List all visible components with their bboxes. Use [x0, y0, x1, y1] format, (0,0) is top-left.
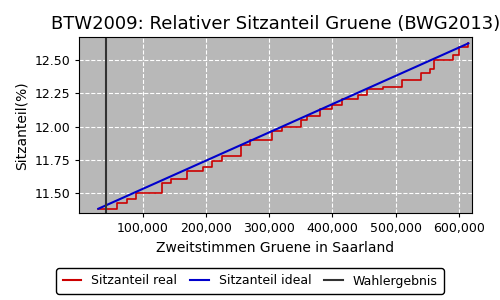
Sitzanteil real [124, 197, 130, 200]
Sitzanteil real [209, 160, 215, 163]
Sitzanteil real [298, 118, 304, 122]
Sitzanteil real [304, 114, 310, 118]
Sitzanteil real [466, 41, 471, 44]
Sitzanteil real [330, 103, 336, 107]
Sitzanteil real [247, 138, 253, 142]
Title: BTW2009: Relativer Sitzanteil Gruene (BWG2013): BTW2009: Relativer Sitzanteil Gruene (BW… [51, 15, 500, 33]
Sitzanteil real [96, 208, 102, 211]
Sitzanteil real [380, 85, 386, 88]
Sitzanteil real [158, 181, 164, 184]
Sitzanteil real [218, 154, 224, 158]
Sitzanteil real [456, 45, 462, 49]
Sitzanteil real [200, 165, 205, 169]
Sitzanteil real [364, 88, 370, 91]
Sitzanteil real [354, 93, 360, 97]
Sitzanteil real [184, 169, 190, 172]
Sitzanteil real [428, 68, 434, 71]
Y-axis label: Sitzanteil(%): Sitzanteil(%) [15, 81, 29, 170]
Sitzanteil real [316, 108, 322, 111]
Sitzanteil real [279, 125, 285, 128]
Sitzanteil real [134, 192, 140, 195]
Sitzanteil real [430, 58, 436, 62]
Sitzanteil real [270, 129, 276, 133]
X-axis label: Zweitstimmen Gruene in Saarland: Zweitstimmen Gruene in Saarland [156, 241, 394, 255]
Legend: Sitzanteil real, Sitzanteil ideal, Wahlergebnis: Sitzanteil real, Sitzanteil ideal, Wahle… [56, 268, 444, 294]
Sitzanteil real [168, 177, 174, 181]
Sitzanteil real [114, 201, 120, 205]
Sitzanteil real [450, 53, 456, 56]
Sitzanteil real [339, 97, 345, 101]
Sitzanteil real [418, 72, 424, 75]
Sitzanteil real [399, 78, 405, 82]
Line: Sitzanteil real: Sitzanteil real [98, 43, 468, 209]
Sitzanteil real [238, 144, 244, 147]
